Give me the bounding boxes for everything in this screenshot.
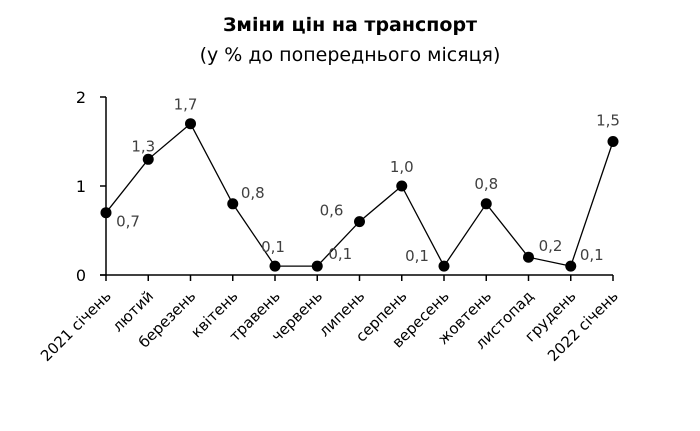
data-series [100,118,619,272]
data-label: 0,1 [261,238,285,256]
data-point-marker [311,260,323,272]
data-point-marker [396,180,408,192]
data-label: 0,6 [320,202,344,220]
data-label: 1,5 [596,112,620,130]
data-label: 0,7 [116,213,140,231]
data-point-marker [565,260,577,272]
x-axis-labels: 2021 січеньлютийберезеньквітеньтравеньче… [37,287,622,365]
data-label: 0,1 [580,246,604,264]
data-label: 1,7 [174,96,198,114]
data-point-marker [607,136,619,147]
data-label: 1,3 [131,137,155,155]
data-point-marker [227,198,239,210]
chart-axes: 0 1 2 [76,88,614,285]
data-label: 1,0 [390,158,414,176]
data-point-marker [100,207,112,219]
data-point-marker [523,251,534,263]
data-label: 0,2 [539,237,563,255]
data-label: 0,1 [405,247,429,265]
chart-title: Зміни цін на транспорт [222,14,478,36]
data-point-marker [269,260,281,272]
data-labels: 0,7 1,3 1,7 0,8 0,1 0,1 0,6 1,0 0,1 0,8 0,2 0,1 1,5 [116,96,620,265]
data-label: 0,8 [241,184,265,202]
data-point-marker [354,216,365,228]
x-category-label: 2021 січень [37,287,115,365]
data-point-marker [480,198,492,210]
data-point-marker [438,260,450,272]
y-tick-label: 1 [76,177,86,196]
series-line [105,122,614,268]
data-label: 0,8 [474,175,498,193]
y-tick-label: 2 [76,88,86,107]
y-tick-label: 0 [76,266,86,285]
data-point-marker [142,153,154,165]
data-label: 0,1 [328,245,352,263]
data-point-marker [185,118,196,130]
chart-subtitle: (у % до попереднього місяця) [199,44,501,66]
